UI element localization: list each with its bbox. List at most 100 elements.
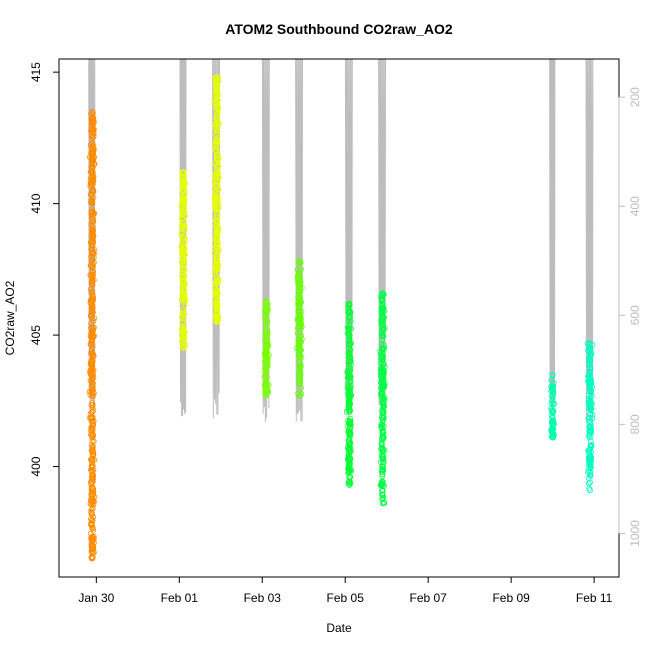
data-point [347,347,354,353]
data-point [89,155,96,162]
data-point [380,290,387,297]
data-point [88,362,95,369]
data-point [379,346,386,353]
x-tick-label: Jan 30 [78,591,114,605]
data-point [88,522,95,529]
data-point [89,164,95,171]
data-point [89,164,96,170]
data-point [265,389,272,396]
data-point [180,179,187,186]
data-point [295,288,302,295]
data-point [91,315,97,322]
data-point [212,91,219,97]
data-point [262,348,269,355]
data-point [346,478,353,485]
data-point [378,372,385,378]
data-point [88,342,94,348]
data-point [549,409,555,416]
data-point [90,407,97,414]
data-point [181,223,188,230]
data-point [548,405,555,412]
data-point [347,474,354,480]
data-point [346,398,353,405]
data-point [379,500,386,507]
data-point [295,271,302,278]
data-point [213,242,220,248]
data-point [262,368,269,375]
data-point [180,239,187,246]
data-point [90,263,96,270]
data-point [215,121,222,127]
data-point [90,117,96,124]
data-point [587,406,594,412]
data-point [213,272,220,279]
data-point [347,358,354,364]
data-point [264,309,270,316]
data-point [181,226,188,233]
data-point [214,299,221,306]
data-point [181,279,188,286]
data-point [379,442,385,449]
data-point [180,283,187,290]
data-point [379,466,386,473]
x-tick-label: Feb 11 [576,591,613,605]
data-point [179,306,186,313]
altitude-profile-line [88,58,594,423]
data-point [90,268,97,275]
data-point [90,119,97,125]
data-point [181,291,188,298]
data-point [89,447,96,454]
data-point [213,148,220,155]
data-point [262,380,269,387]
data-point [90,473,97,480]
data-point [215,153,222,159]
data-point [213,181,220,188]
data-point [262,318,269,325]
data-point [213,314,220,321]
data-point [586,411,593,418]
data-point [379,479,386,486]
data-point [214,252,221,259]
data-point [212,121,219,128]
data-point [264,340,271,347]
data-point [587,424,594,431]
data-point [214,288,221,295]
data-point [345,465,352,472]
data-point [89,387,95,394]
data-point [179,318,186,325]
data-point [180,205,186,212]
data-point [379,459,386,466]
data-point [214,136,221,143]
data-point [379,448,386,455]
y2-tick-label: 600 [628,305,642,325]
data-point [296,342,303,349]
data-point [212,131,219,138]
data-point [295,298,302,305]
data-point [347,448,353,455]
data-point [88,170,95,176]
y2-tick-label: 800 [628,414,642,434]
data-point [180,343,187,350]
data-point [296,269,303,276]
data-point [90,149,96,156]
data-point [298,384,305,391]
data-point [263,356,270,363]
data-point [379,332,386,339]
data-point [89,108,96,115]
data-point [179,325,186,332]
data-point [587,351,594,358]
data-point [89,281,95,288]
data-point [588,350,595,357]
data-point [378,320,385,327]
data-point [214,244,220,251]
data-point [180,332,187,339]
data-point [379,481,386,488]
data-point [587,445,594,452]
data-point [90,234,96,241]
data-point [585,397,592,404]
data-point [89,375,96,382]
data-point [377,348,384,355]
data-point [90,130,97,137]
data-point [587,472,594,479]
y-tick-label: 405 [29,325,43,345]
